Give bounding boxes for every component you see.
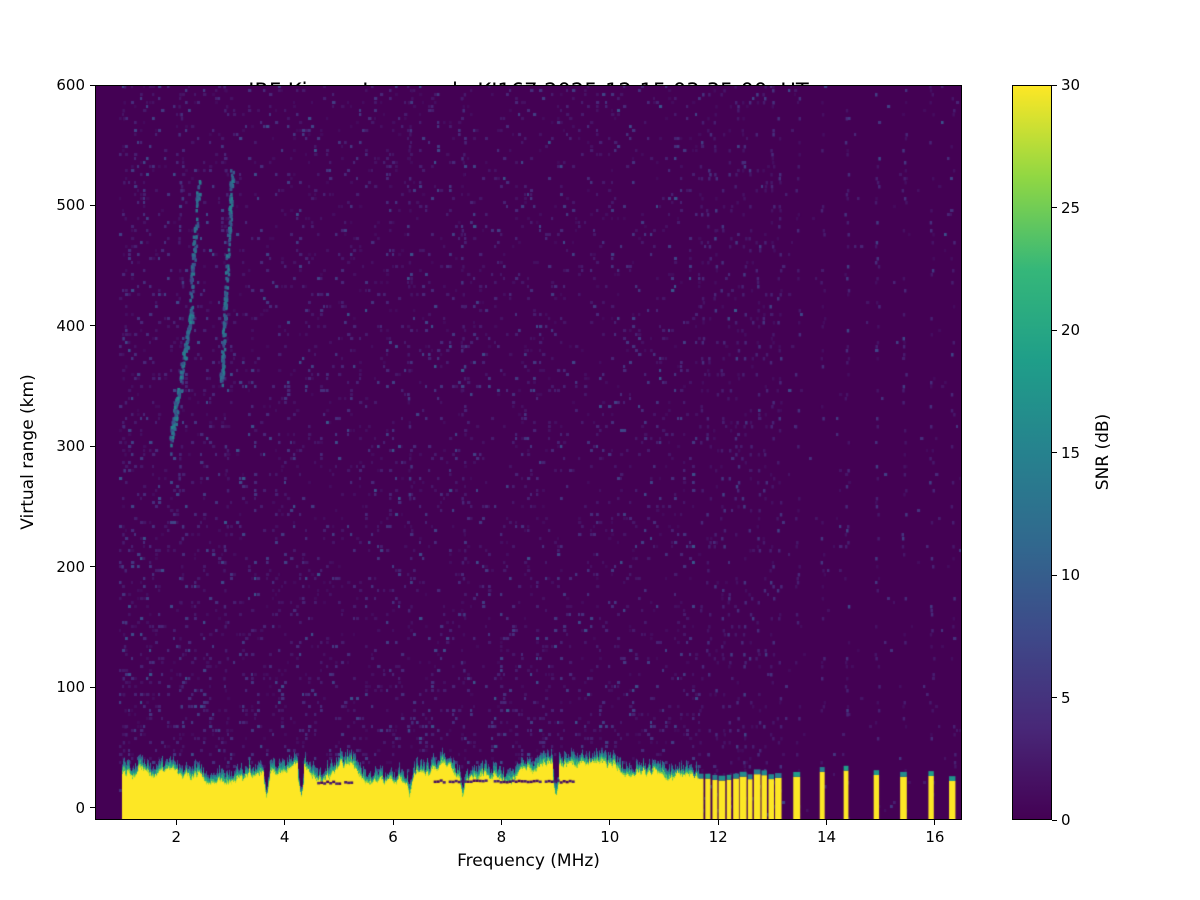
- x-tick-label: 14: [816, 828, 837, 846]
- colorbar-tick-mark: [1052, 574, 1057, 576]
- x-tick-mark: [500, 820, 502, 825]
- x-axis-label: Frequency (MHz): [457, 851, 600, 871]
- x-tick-label: 8: [496, 828, 507, 846]
- colorbar-tick-label: 0: [1061, 811, 1071, 829]
- colorbar-tick-mark: [1052, 452, 1057, 453]
- x-tick-mark: [934, 820, 936, 825]
- y-tick-mark: [90, 204, 95, 206]
- y-tick-label: 400: [56, 316, 85, 335]
- colorbar-tick-label: 5: [1061, 688, 1071, 707]
- colorbar-tick-mark: [1052, 84, 1057, 86]
- colorbar: 0 5 10 15 20 25 30: [1012, 76, 1080, 829]
- colorbar-tick-label: 25: [1061, 198, 1081, 217]
- colorbar-tick-mark: [1052, 207, 1057, 208]
- colorbar-tick-label: 30: [1061, 76, 1081, 94]
- x-tick-label: 2: [171, 828, 182, 846]
- x-tick-label: 16: [925, 828, 945, 846]
- y-tick-label: 200: [56, 557, 85, 576]
- x-tick-mark: [826, 820, 828, 825]
- y-tick-label: 300: [56, 437, 85, 456]
- colorbar-tick-label: 10: [1061, 566, 1081, 584]
- y-tick-mark: [90, 325, 95, 327]
- plot-area: 2 4 6 8 10 12 14 16 0 100 200 300 400 500 600: [56, 76, 962, 846]
- x-tick-label: 10: [600, 828, 620, 846]
- x-tick-label: 12: [708, 828, 728, 846]
- y-axis-label: Virtual range (km): [18, 374, 38, 530]
- x-tick-mark: [392, 820, 394, 825]
- colorbar-tick-label: 15: [1061, 443, 1081, 462]
- y-tick-label: 500: [56, 196, 85, 215]
- colorbar-tick-mark: [1052, 697, 1057, 698]
- x-tick-mark: [609, 820, 611, 825]
- colorbar-tick-label: 20: [1061, 321, 1081, 339]
- y-tick-mark: [90, 807, 95, 809]
- colorbar-tick-mark: [1052, 329, 1057, 331]
- x-tick-label: 4: [279, 828, 290, 846]
- y-tick-mark: [90, 686, 95, 688]
- y-tick-mark: [90, 566, 95, 568]
- x-tick-mark: [175, 820, 177, 825]
- y-tick-mark: [90, 84, 95, 86]
- x-tick-mark: [284, 820, 286, 825]
- y-tick-mark: [90, 445, 95, 447]
- x-tick-label: 6: [388, 828, 398, 846]
- y-tick-label: 600: [56, 76, 85, 94]
- colorbar-tick-mark: [1052, 819, 1057, 821]
- colorbar-gradient: [1012, 85, 1052, 820]
- ionogram-heatmap: [95, 85, 962, 820]
- x-tick-mark: [717, 820, 719, 825]
- y-tick-label: 100: [56, 678, 85, 697]
- y-tick-label: 0: [75, 798, 85, 817]
- colorbar-label: SNR (dB): [1093, 413, 1113, 491]
